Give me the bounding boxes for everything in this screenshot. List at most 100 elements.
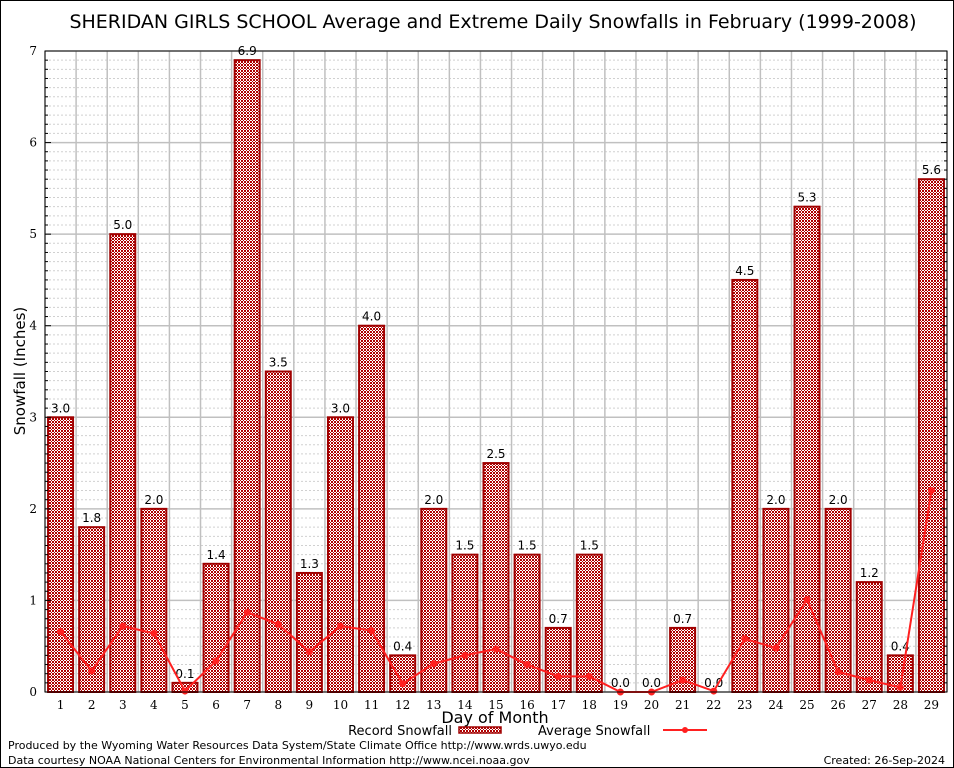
record-bar bbox=[109, 233, 137, 693]
footer-produced: Produced by the Wyoming Water Resources … bbox=[8, 739, 587, 752]
bar-value-label: 1.5 bbox=[580, 539, 599, 553]
chart-title: SHERIDAN GIRLS SCHOOL Average and Extrem… bbox=[69, 11, 916, 33]
x-tick-label: 16 bbox=[519, 698, 534, 712]
average-point bbox=[430, 660, 438, 668]
average-point bbox=[523, 661, 531, 669]
average-point bbox=[741, 635, 749, 643]
x-tick-label: 25 bbox=[799, 698, 814, 712]
average-point bbox=[368, 627, 376, 635]
record-bar bbox=[855, 581, 883, 693]
bar-value-label: 3.5 bbox=[269, 356, 288, 370]
average-point bbox=[679, 676, 687, 684]
average-point bbox=[492, 645, 500, 653]
legend-record-swatch bbox=[458, 726, 502, 734]
record-bar bbox=[358, 324, 386, 693]
bars: 3.01.85.02.00.11.46.93.51.33.04.00.42.01… bbox=[47, 44, 945, 694]
x-tick-label: 14 bbox=[457, 698, 473, 712]
average-point bbox=[461, 651, 469, 659]
average-point bbox=[803, 596, 811, 604]
average-point bbox=[896, 683, 904, 691]
average-point bbox=[212, 657, 220, 665]
bar-value-label: 0.4 bbox=[393, 639, 412, 653]
legend-average-marker bbox=[682, 727, 688, 733]
bar-value-label: 2.5 bbox=[486, 447, 505, 461]
bar-value-label: 1.2 bbox=[860, 566, 879, 580]
legend-record-label: Record Snowfall bbox=[348, 724, 452, 739]
average-point bbox=[57, 628, 65, 636]
bar-value-label: 1.5 bbox=[518, 539, 537, 553]
average-point bbox=[834, 668, 842, 676]
x-tick-label: 5 bbox=[181, 698, 189, 712]
average-point bbox=[88, 667, 96, 675]
legend-average-label: Average Snowfall bbox=[538, 724, 650, 739]
x-tick-label: 4 bbox=[150, 698, 158, 712]
y-tick-label: 6 bbox=[29, 136, 37, 150]
bar-value-label: 0.0 bbox=[642, 676, 661, 690]
record-bar bbox=[233, 59, 261, 693]
x-tick-label: 13 bbox=[426, 698, 441, 712]
record-bar bbox=[326, 416, 354, 693]
x-tick-label: 19 bbox=[613, 698, 628, 712]
x-tick-label: 18 bbox=[582, 698, 597, 712]
legend: Record Snowfall Average Snowfall bbox=[348, 724, 707, 739]
average-point bbox=[243, 608, 251, 616]
x-tick-label: 2 bbox=[88, 698, 96, 712]
bar-value-label: 2.0 bbox=[144, 493, 163, 507]
x-tick-label: 12 bbox=[395, 698, 410, 712]
average-point bbox=[181, 687, 189, 695]
x-tick-label: 20 bbox=[644, 698, 659, 712]
average-point bbox=[336, 622, 344, 630]
bar-value-label: 5.3 bbox=[797, 191, 816, 205]
bar-value-label: 0.1 bbox=[175, 667, 194, 681]
x-tick-label: 11 bbox=[364, 698, 379, 712]
y-tick-label: 3 bbox=[29, 410, 37, 424]
average-point bbox=[119, 622, 127, 630]
average-point bbox=[927, 487, 935, 495]
bar-value-label: 2.0 bbox=[424, 493, 443, 507]
bar-value-label: 2.0 bbox=[766, 493, 785, 507]
x-tick-label: 1 bbox=[57, 698, 65, 712]
record-bar bbox=[731, 278, 759, 693]
bar-value-label: 0.0 bbox=[704, 676, 723, 690]
record-bar bbox=[451, 553, 479, 694]
average-line bbox=[57, 487, 935, 696]
y-tick-label: 4 bbox=[29, 319, 37, 333]
bar-value-label: 3.0 bbox=[51, 401, 70, 415]
record-bar bbox=[47, 416, 75, 693]
bar-value-label: 5.6 bbox=[922, 163, 941, 177]
bar-value-label: 0.7 bbox=[673, 612, 692, 626]
x-tick-label: 27 bbox=[862, 698, 877, 712]
average-point bbox=[554, 672, 562, 680]
x-tick-label: 21 bbox=[675, 698, 690, 712]
bar-value-label: 3.0 bbox=[331, 401, 350, 415]
record-bar bbox=[264, 370, 292, 693]
x-tick-label: 8 bbox=[274, 698, 282, 712]
x-tick-label: 17 bbox=[551, 698, 566, 712]
y-axis-label: Snowfall (Inches) bbox=[11, 307, 29, 435]
x-tick-label: 28 bbox=[893, 698, 908, 712]
average-point bbox=[710, 687, 718, 695]
y-tick-label: 1 bbox=[29, 593, 37, 607]
record-bar bbox=[78, 526, 106, 694]
bar-value-label: 1.4 bbox=[207, 548, 226, 562]
record-bar bbox=[762, 507, 790, 693]
bar-value-label: 2.0 bbox=[829, 493, 848, 507]
average-point bbox=[150, 629, 158, 637]
bar-value-label: 1.5 bbox=[455, 539, 474, 553]
x-tick-label: 3 bbox=[119, 698, 127, 712]
x-tick-label: 23 bbox=[737, 698, 752, 712]
average-point bbox=[865, 676, 873, 684]
x-tick-label: 29 bbox=[924, 698, 939, 712]
footer-courtesy: Data courtesy NOAA National Centers for … bbox=[8, 754, 530, 767]
record-bar bbox=[295, 571, 323, 694]
bar-value-label: 0.7 bbox=[549, 612, 568, 626]
record-bar bbox=[917, 178, 945, 693]
record-bar bbox=[575, 553, 603, 694]
bar-value-label: 1.3 bbox=[300, 557, 319, 571]
average-point bbox=[305, 648, 313, 656]
record-bar bbox=[513, 553, 541, 694]
bar-value-label: 0.0 bbox=[611, 676, 630, 690]
x-tick-label: 7 bbox=[243, 698, 251, 712]
